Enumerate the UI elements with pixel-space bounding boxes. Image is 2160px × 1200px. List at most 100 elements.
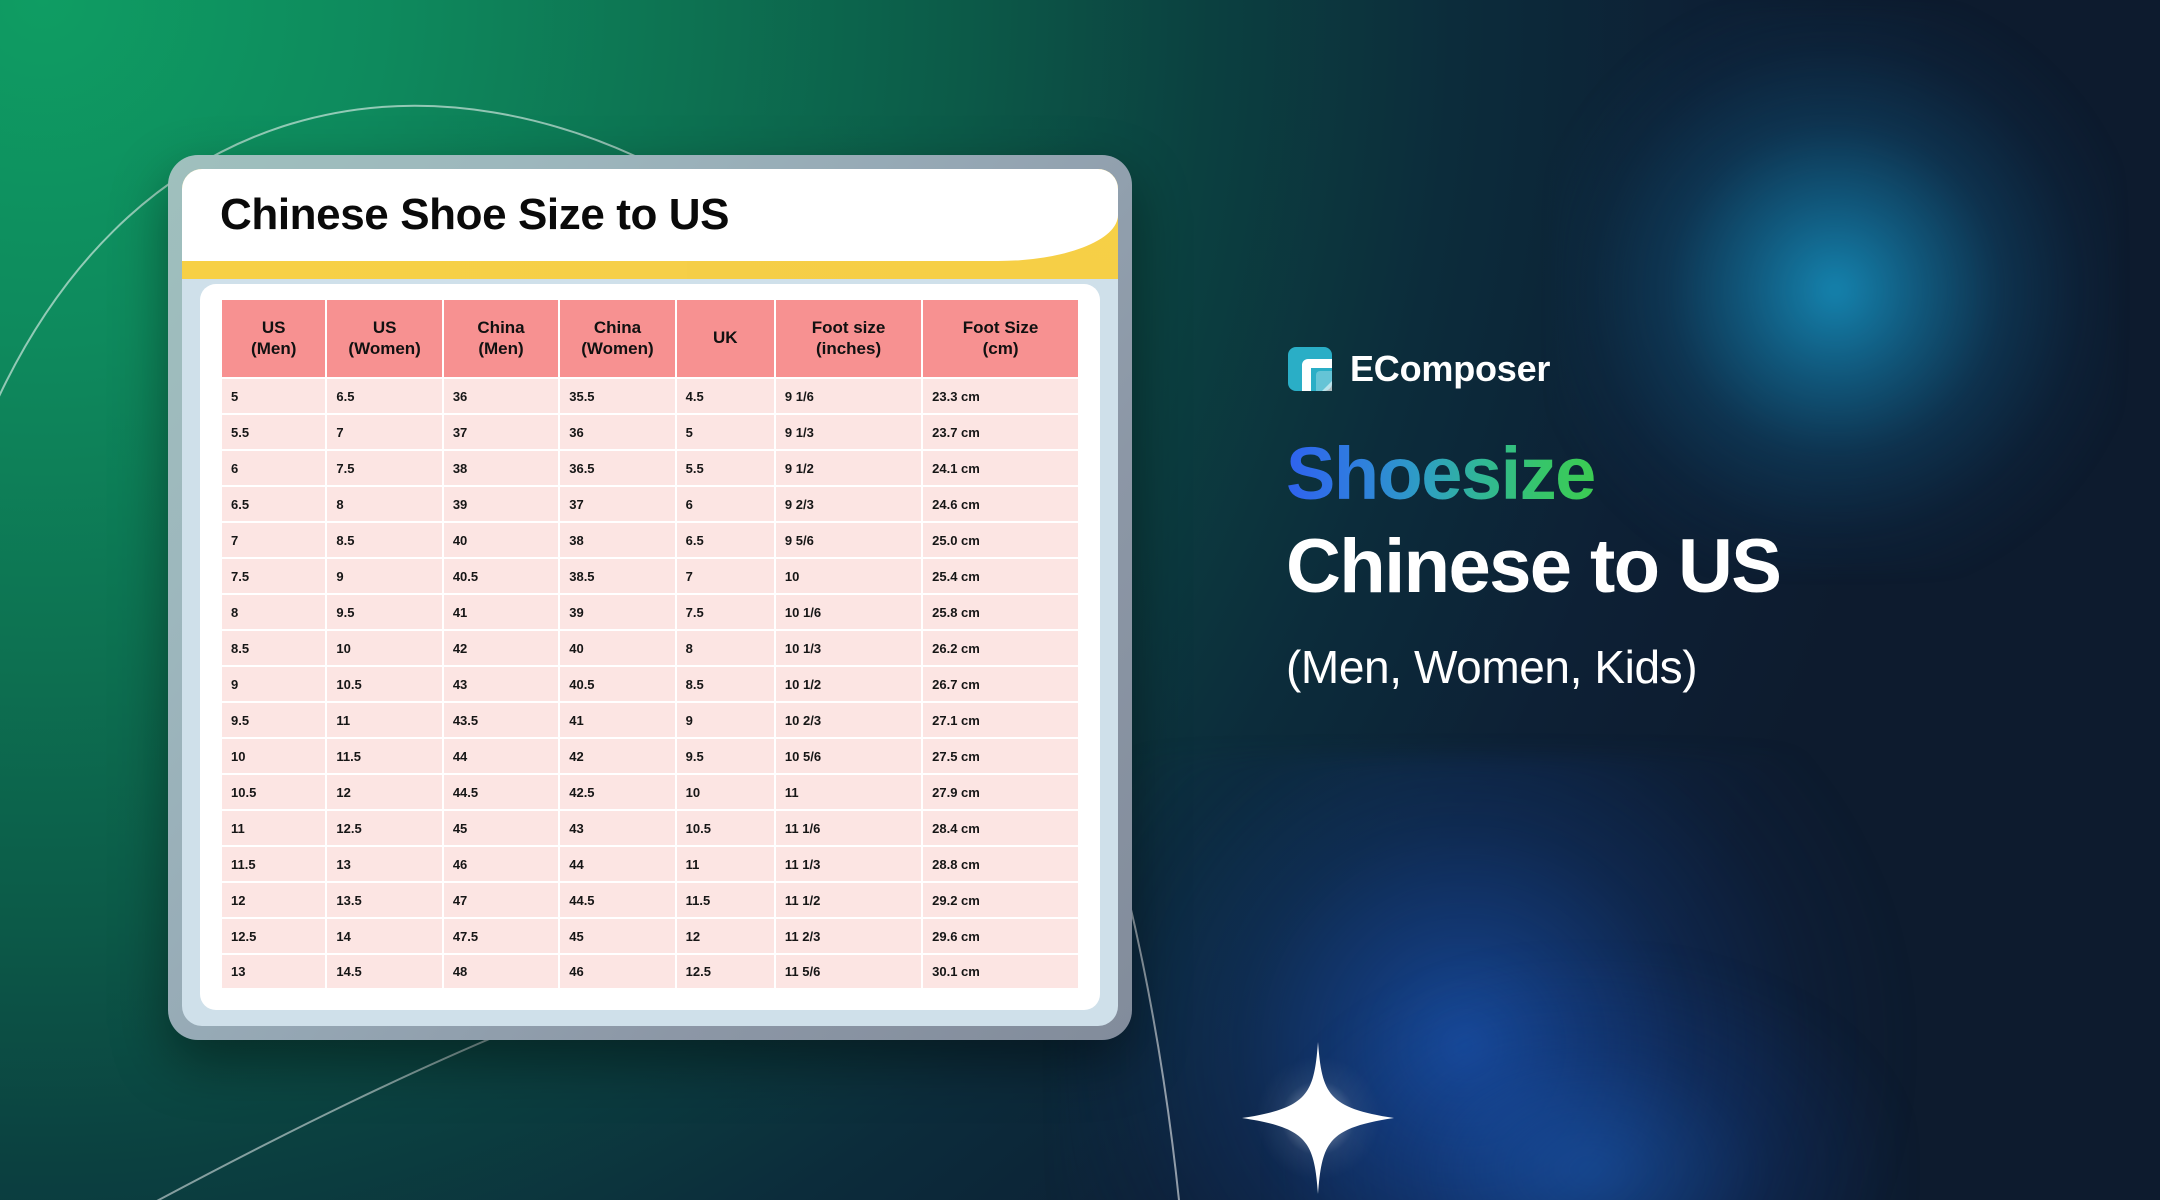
cell-r14-c5: 11 1/2 — [774, 882, 924, 919]
table-body: 5 6.5 36 35.5 4.5 9 1/6 23.3 cm 5.5 7 37 36 5 9 1/3 2… — [222, 378, 1078, 988]
card-title: Chinese Shoe Size to US — [220, 190, 730, 239]
cell-r5-c0: 7.5 — [222, 558, 328, 595]
cell-r15-c0: 12.5 — [222, 918, 328, 955]
cell-r9-c2: 43.5 — [442, 702, 561, 739]
cell-r3-c3: 37 — [559, 486, 677, 523]
cell-r16-c1: 14.5 — [326, 954, 444, 988]
cell-r2-c3: 36.5 — [559, 450, 677, 487]
brand-panel: EComposer Shoesize Chinese to US (Men, W… — [1286, 345, 2086, 694]
cell-r4-c3: 38 — [559, 522, 677, 559]
cell-r16-c4: 12.5 — [675, 954, 776, 988]
cell-r0-c0: 5 — [222, 378, 328, 415]
cell-r5-c6: 25.4 cm — [922, 558, 1078, 595]
cell-r7-c5: 10 1/3 — [774, 630, 924, 667]
cell-r2-c4: 5.5 — [675, 450, 776, 487]
cell-r1-c4: 5 — [675, 414, 776, 451]
cell-r15-c1: 14 — [326, 918, 444, 955]
cell-r8-c1: 10.5 — [326, 666, 444, 703]
cell-r6-c2: 41 — [442, 594, 561, 631]
cell-r6-c4: 7.5 — [675, 594, 776, 631]
cell-r13-c1: 13 — [326, 846, 444, 883]
table-row: 7 8.5 40 38 6.5 9 5/6 25.0 cm — [222, 522, 1078, 559]
table-row: 12 13.5 47 44.5 11.5 11 1/2 29.2 cm — [222, 882, 1078, 919]
column-header-5: Foot size (inches) — [774, 300, 924, 379]
cell-r12-c3: 43 — [559, 810, 677, 847]
cell-r16-c5: 11 5/6 — [774, 954, 924, 988]
column-header-2: China (Men) — [442, 300, 561, 379]
cell-r2-c2: 38 — [442, 450, 561, 487]
cell-r14-c6: 29.2 cm — [922, 882, 1078, 919]
cell-r6-c3: 39 — [559, 594, 677, 631]
cell-r8-c2: 43 — [442, 666, 561, 703]
cell-r15-c4: 12 — [675, 918, 776, 955]
cell-r15-c3: 45 — [559, 918, 677, 955]
cell-r8-c5: 10 1/2 — [774, 666, 924, 703]
cell-r0-c4: 4.5 — [675, 378, 776, 415]
cell-r1-c1: 7 — [326, 414, 444, 451]
cell-r3-c1: 8 — [326, 486, 444, 523]
cell-r7-c3: 40 — [559, 630, 677, 667]
cell-r12-c2: 45 — [442, 810, 561, 847]
column-header-3: China (Women) — [559, 300, 677, 379]
brand-name: EComposer — [1350, 348, 1551, 389]
glow-top-right — [1555, 10, 2115, 570]
cell-r13-c2: 46 — [442, 846, 561, 883]
cell-r3-c5: 9 2/3 — [774, 486, 924, 523]
cell-r7-c0: 8.5 — [222, 630, 328, 667]
cell-r0-c5: 9 1/6 — [774, 378, 924, 415]
cell-r14-c1: 13.5 — [326, 882, 444, 919]
cell-r1-c6: 23.7 cm — [922, 414, 1078, 451]
cell-r7-c1: 10 — [326, 630, 444, 667]
cell-r12-c4: 10.5 — [675, 810, 776, 847]
table-row: 9.5 11 43.5 41 9 10 2/3 27.1 cm — [222, 702, 1078, 739]
cell-r8-c4: 8.5 — [675, 666, 776, 703]
cell-r8-c6: 26.7 cm — [922, 666, 1078, 703]
cell-r2-c0: 6 — [222, 450, 328, 487]
card-header: Chinese Shoe Size to US — [182, 169, 1118, 261]
table-row: 6.5 8 39 37 6 9 2/3 24.6 cm — [222, 486, 1078, 523]
cell-r11-c6: 27.9 cm — [922, 774, 1078, 811]
cell-r7-c4: 8 — [675, 630, 776, 667]
glow-bottom-center — [1280, 960, 1900, 1200]
cell-r14-c0: 12 — [222, 882, 328, 919]
cell-r4-c2: 40 — [442, 522, 561, 559]
cell-r9-c5: 10 2/3 — [774, 702, 924, 739]
column-header-0: US (Men) — [222, 300, 328, 379]
cell-r16-c0: 13 — [222, 954, 328, 988]
cell-r11-c5: 11 — [774, 774, 924, 811]
cell-r13-c4: 11 — [675, 846, 776, 883]
table-row: 6 7.5 38 36.5 5.5 9 1/2 24.1 cm — [222, 450, 1078, 487]
cell-r9-c3: 41 — [559, 702, 677, 739]
cell-r16-c2: 48 — [442, 954, 561, 988]
table-row: 11.5 13 46 44 11 11 1/3 28.8 cm — [222, 846, 1078, 883]
table-row: 5.5 7 37 36 5 9 1/3 23.7 cm — [222, 414, 1078, 451]
cell-r12-c0: 11 — [222, 810, 328, 847]
cell-r6-c6: 25.8 cm — [922, 594, 1078, 631]
cell-r11-c1: 12 — [326, 774, 444, 811]
cell-r2-c1: 7.5 — [326, 450, 444, 487]
cell-r10-c3: 42 — [559, 738, 677, 775]
cell-r15-c5: 11 2/3 — [774, 918, 924, 955]
cell-r10-c4: 9.5 — [675, 738, 776, 775]
cell-r4-c1: 8.5 — [326, 522, 444, 559]
brand-logo-row: EComposer — [1286, 345, 2086, 393]
cell-r0-c6: 23.3 cm — [922, 378, 1078, 415]
cell-r12-c1: 12.5 — [326, 810, 444, 847]
cell-r5-c2: 40.5 — [442, 558, 561, 595]
table-row: 8.5 10 42 40 8 10 1/3 26.2 cm — [222, 630, 1078, 667]
cell-r11-c2: 44.5 — [442, 774, 561, 811]
sparkle-star-icon — [1242, 1042, 1394, 1194]
cell-r3-c4: 6 — [675, 486, 776, 523]
cell-r10-c0: 10 — [222, 738, 328, 775]
cell-r4-c4: 6.5 — [675, 522, 776, 559]
table-row: 9 10.5 43 40.5 8.5 10 1/2 26.7 cm — [222, 666, 1078, 703]
cell-r5-c4: 7 — [675, 558, 776, 595]
cell-r0-c1: 6.5 — [326, 378, 444, 415]
cell-r1-c0: 5.5 — [222, 414, 328, 451]
table-row: 7.5 9 40.5 38.5 7 10 25.4 cm — [222, 558, 1078, 595]
table-row: 10.5 12 44.5 42.5 10 11 27.9 cm — [222, 774, 1078, 811]
cell-r3-c0: 6.5 — [222, 486, 328, 523]
brand-headline: Chinese to US — [1286, 524, 1782, 609]
cell-r4-c0: 7 — [222, 522, 328, 559]
cell-r10-c6: 27.5 cm — [922, 738, 1078, 775]
